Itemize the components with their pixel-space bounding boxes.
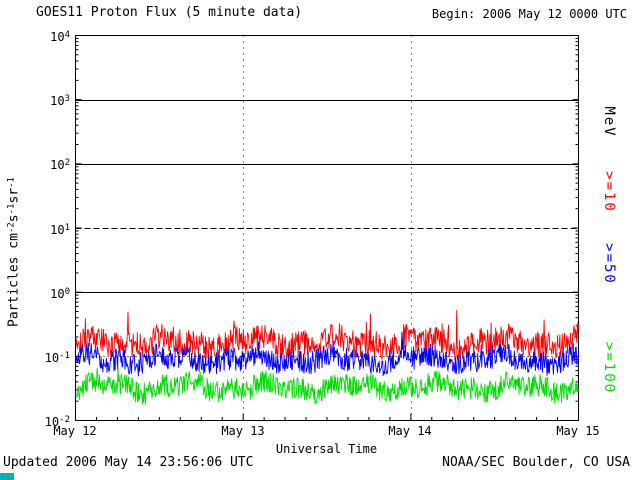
ytick-1e0: 100	[50, 287, 70, 301]
channel-label-ge-10: >=10	[601, 171, 617, 213]
ytick-1e2: 102	[50, 158, 70, 172]
updated-timestamp: Updated 2006 May 14 23:56:06 UTC	[3, 455, 254, 470]
credit-label: NOAA/SEC Boulder, CO USA	[442, 455, 630, 470]
series-protons_ge_10MeV	[75, 310, 579, 362]
series-protons_ge_100MeV	[75, 365, 579, 405]
xtick-may14: May 14	[388, 424, 432, 438]
xtick-may15: May 15	[556, 424, 600, 438]
ytick-1e-2: 10-2	[44, 415, 70, 429]
bottom-left-artifact	[0, 473, 14, 480]
begin-time-label: Begin: 2006 May 12 0000 UTC	[431, 7, 627, 21]
channel-label-ge-100: >=100	[601, 341, 617, 395]
right-axis-unit-label: MeV	[601, 106, 617, 138]
xtick-may13: May 13	[221, 424, 265, 438]
xtick-may12: May 12	[53, 424, 97, 438]
x-axis-label: Universal Time	[275, 442, 378, 456]
channel-label-ge-50: >=50	[601, 243, 617, 285]
ytick-1e1: 101	[50, 223, 70, 237]
y-axis-label: Particles cm-2s-1sr-1	[6, 177, 22, 327]
series-protons_ge_50MeV	[75, 331, 579, 377]
ytick-1e3: 103	[50, 94, 70, 108]
ytick-1e-1: 10-1	[44, 351, 70, 365]
ytick-1e4: 104	[50, 30, 70, 44]
chart-title: GOES11 Proton Flux (5 minute data)	[36, 5, 303, 20]
